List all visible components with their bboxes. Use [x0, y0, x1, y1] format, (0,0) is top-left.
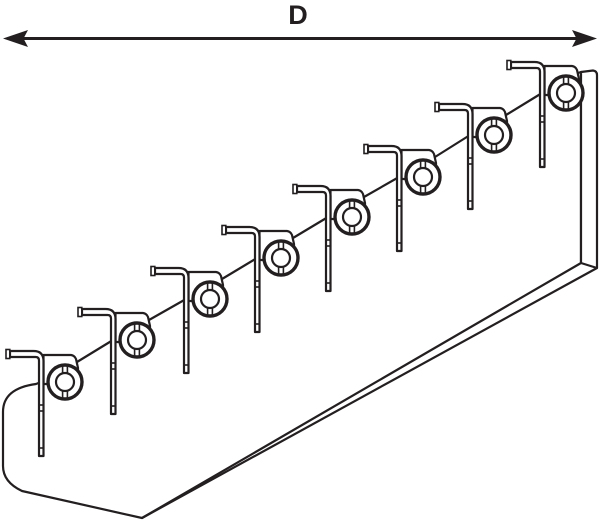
- hook-ring-inner: [199, 288, 221, 310]
- hook-unit-1: [5, 348, 84, 458]
- strip-bottom-thickness-line: [141, 267, 598, 519]
- hook-arm-and-stem: [437, 102, 474, 211]
- dimension-arrowhead-right: [572, 30, 597, 47]
- hook-ring-inner: [555, 82, 577, 104]
- hook-arm-and-stem: [8, 349, 45, 458]
- hook-arm-tip-lip: [5, 348, 11, 360]
- dimension-label: D: [288, 0, 308, 30]
- strip-end-face: [579, 69, 599, 270]
- hook-unit-4: [221, 224, 300, 334]
- hook-arm-tip-lip: [221, 224, 227, 236]
- hook-ring-inner: [54, 371, 76, 393]
- hook-arm-tip-lip: [150, 265, 156, 277]
- hook-ring-inner: [412, 166, 434, 188]
- hook-arm-tip-lip: [506, 59, 512, 71]
- hook-unit-3: [150, 265, 229, 375]
- hook-unit-5: [292, 183, 371, 293]
- hook-arm-tip-lip: [77, 306, 83, 318]
- hook-arm-and-stem: [224, 225, 261, 334]
- hook-arm-and-stem: [295, 184, 332, 293]
- dimension-arrow: [3, 30, 597, 47]
- hook-arm-and-stem: [153, 266, 190, 375]
- hook-ring-inner: [270, 247, 292, 269]
- hook-arm-tip-lip: [434, 101, 440, 113]
- hook-arm-and-stem: [509, 60, 546, 169]
- strip-hooks: [5, 59, 585, 458]
- hook-unit-7: [434, 101, 513, 211]
- hook-unit-8: [506, 59, 585, 169]
- hook-ring-inner: [341, 206, 363, 228]
- hook-arm-tip-lip: [363, 143, 369, 155]
- hook-ring-inner: [483, 124, 505, 146]
- hook-unit-2: [77, 306, 156, 416]
- hook-arm-tip-lip: [292, 183, 298, 195]
- hook-arm-and-stem: [366, 144, 403, 253]
- dimension-arrowhead-left: [3, 30, 28, 47]
- hook-arm-and-stem: [80, 307, 117, 416]
- hook-ring-inner: [126, 329, 148, 351]
- hook-unit-6: [363, 143, 442, 253]
